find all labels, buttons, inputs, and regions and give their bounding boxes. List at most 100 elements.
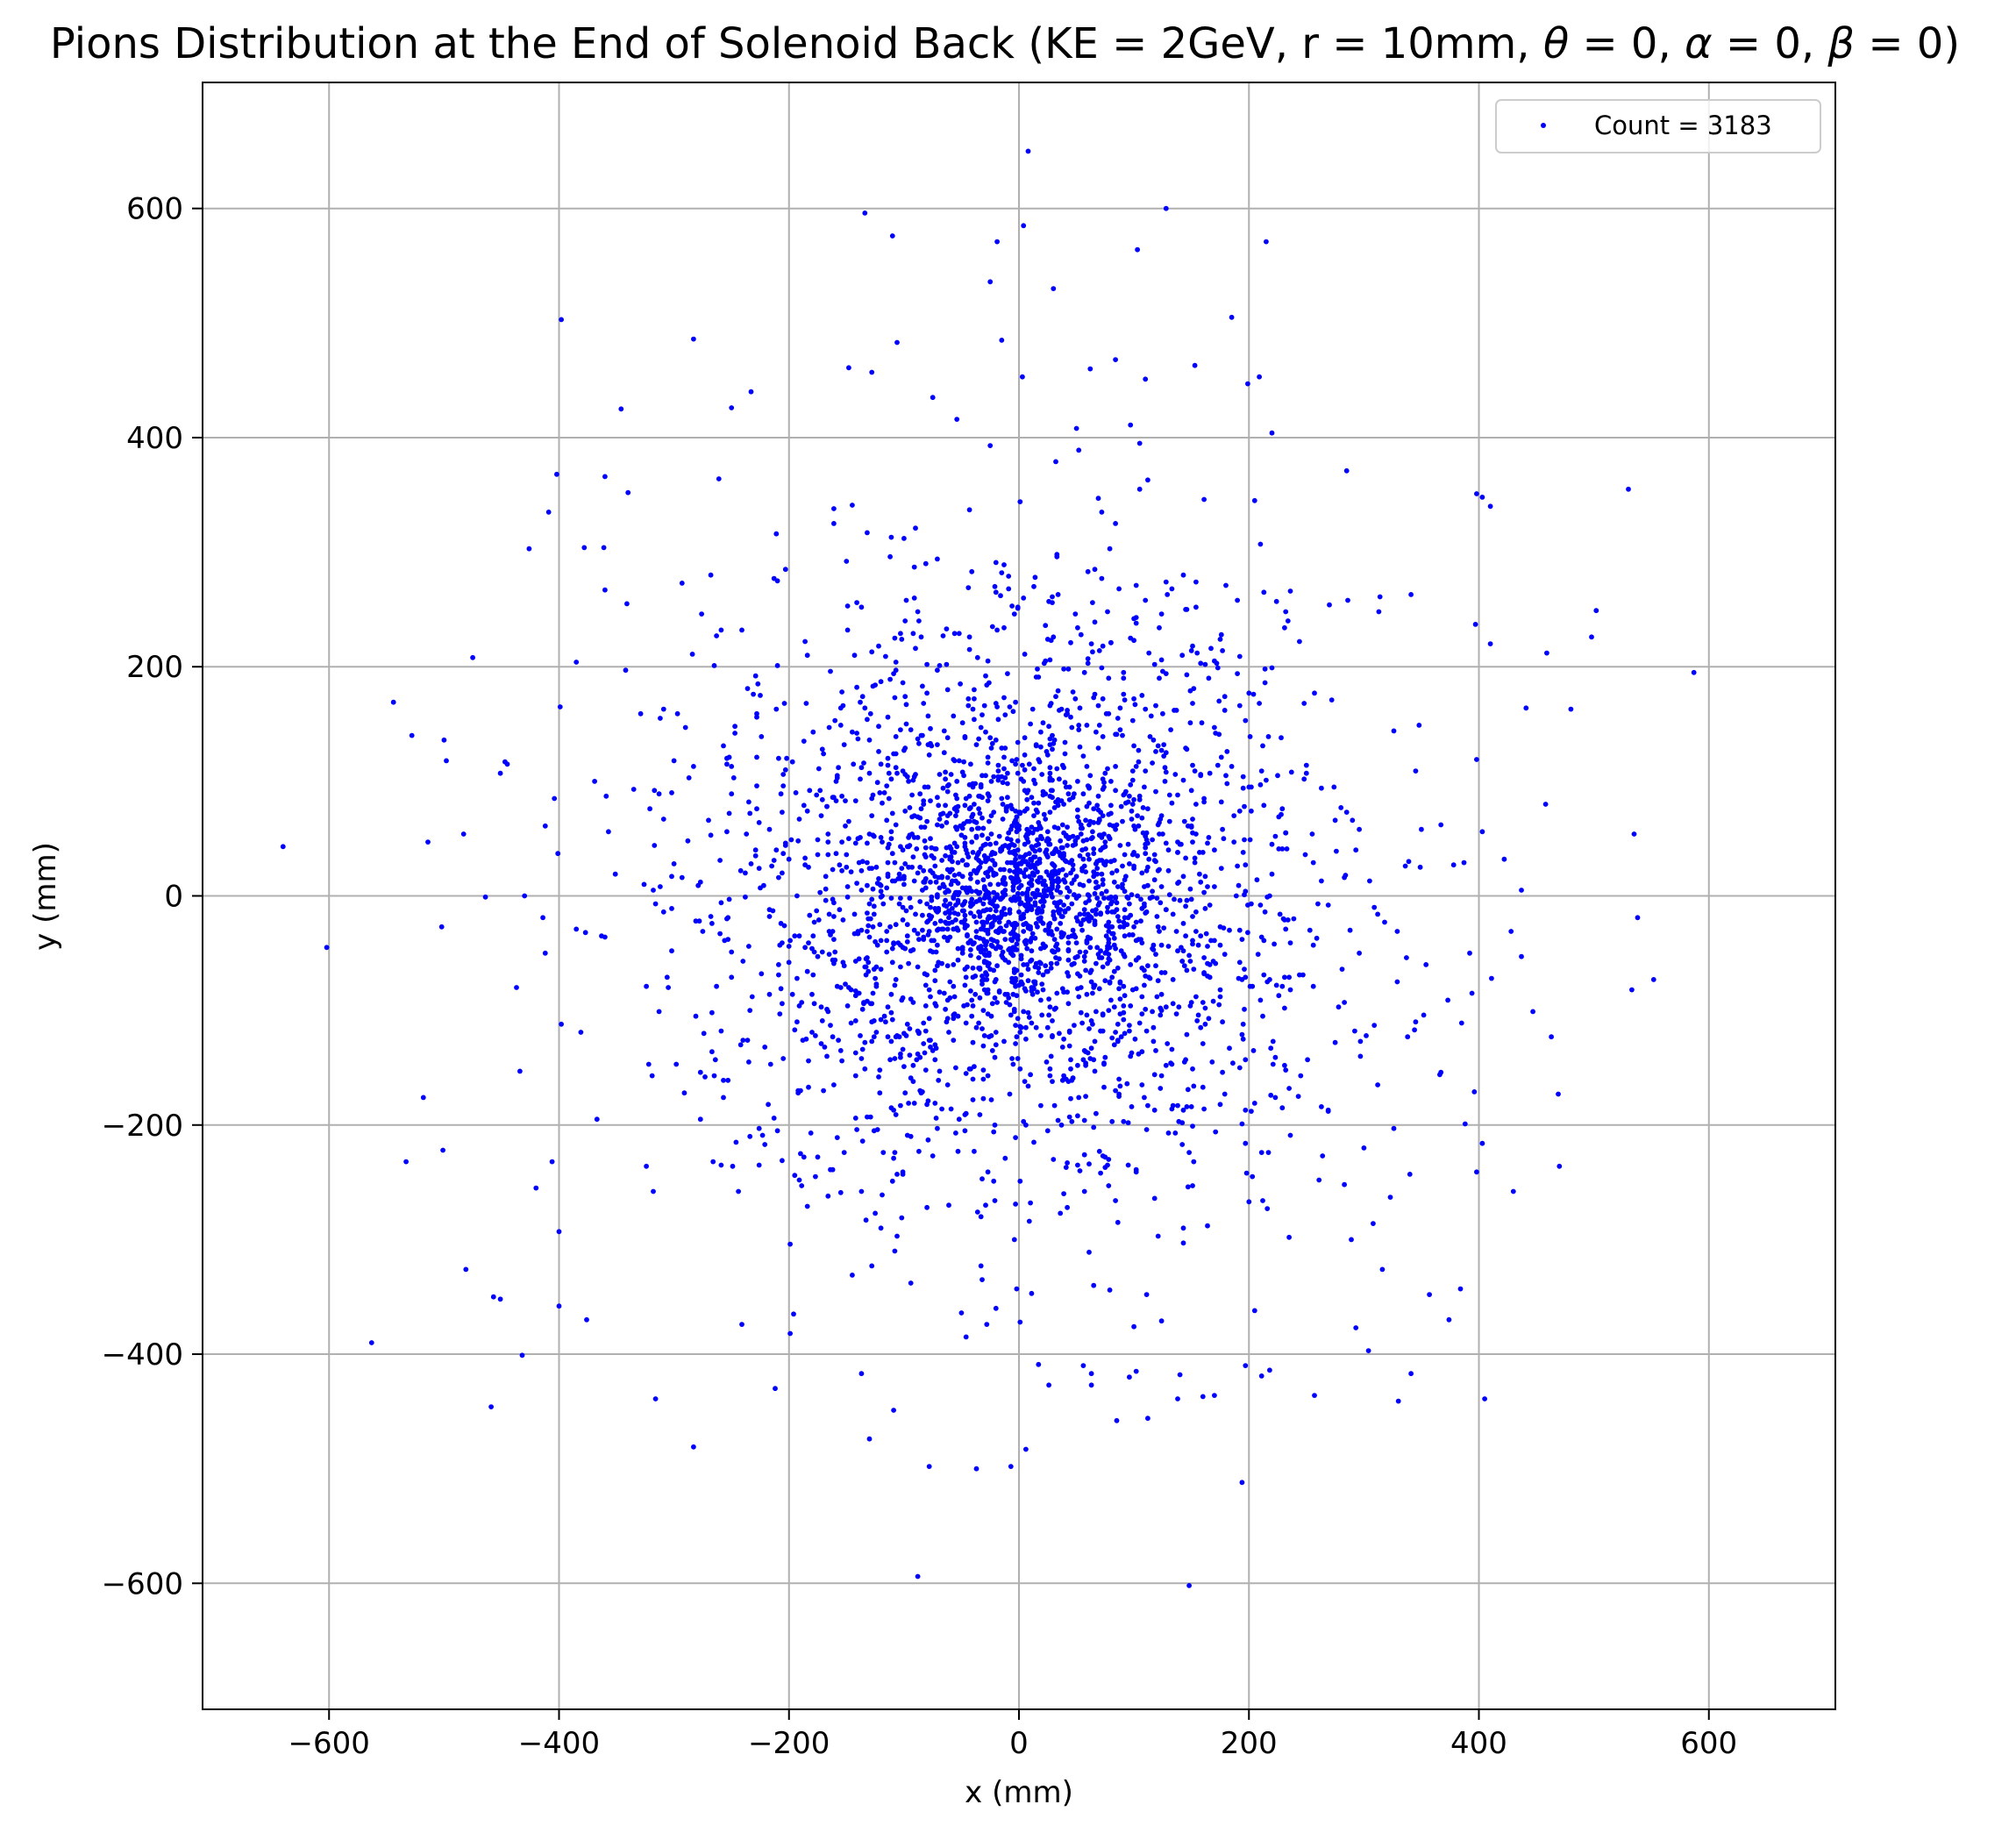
scatter-point bbox=[1040, 896, 1046, 902]
scatter-point bbox=[1022, 652, 1028, 657]
scatter-point bbox=[1151, 877, 1158, 883]
scatter-point bbox=[1218, 754, 1224, 760]
scatter-point bbox=[1297, 638, 1302, 645]
scatter-point bbox=[991, 809, 997, 815]
scatter-point bbox=[932, 1101, 938, 1106]
scatter-point bbox=[843, 823, 848, 829]
scatter-point bbox=[1412, 1027, 1417, 1033]
scatter-point bbox=[1122, 888, 1128, 895]
scatter-point bbox=[746, 1059, 752, 1065]
scatter-point bbox=[1143, 867, 1150, 874]
scatter-point bbox=[1103, 888, 1109, 895]
scatter-point bbox=[1166, 792, 1172, 798]
scatter-point bbox=[1133, 764, 1139, 769]
scatter-point bbox=[1031, 766, 1036, 772]
scatter-point bbox=[854, 731, 859, 736]
scatter-point bbox=[1193, 929, 1199, 934]
scatter-point bbox=[932, 863, 938, 869]
scatter-point bbox=[804, 968, 810, 974]
scatter-point bbox=[1109, 924, 1115, 930]
scatter-point bbox=[978, 1214, 984, 1220]
scatter-point bbox=[1095, 902, 1101, 908]
scatter-point bbox=[1143, 1292, 1150, 1297]
scatter-point bbox=[767, 1061, 773, 1067]
scatter-point bbox=[963, 795, 969, 802]
scatter-point bbox=[682, 724, 688, 731]
scatter-point bbox=[892, 982, 898, 988]
scatter-point bbox=[584, 1316, 589, 1323]
scatter-point bbox=[921, 867, 927, 874]
scatter-point bbox=[839, 839, 844, 845]
scatter-point bbox=[368, 1340, 374, 1345]
scatter-point bbox=[862, 705, 868, 711]
scatter-point bbox=[903, 721, 909, 727]
scatter-point bbox=[939, 823, 944, 829]
scatter-point bbox=[1213, 1129, 1219, 1135]
scatter-point bbox=[911, 564, 917, 570]
scatter-point bbox=[1058, 921, 1064, 926]
scatter-point bbox=[737, 867, 744, 874]
scatter-point bbox=[1391, 728, 1397, 734]
scatter-point bbox=[708, 832, 714, 838]
scatter-point bbox=[901, 747, 907, 753]
legend-marker bbox=[1541, 123, 1546, 128]
scatter-point bbox=[923, 1067, 929, 1073]
scatter-point bbox=[987, 793, 992, 799]
scatter-point bbox=[1193, 802, 1199, 807]
scatter-point bbox=[1262, 666, 1268, 672]
scatter-point bbox=[1479, 495, 1485, 500]
scatter-point bbox=[784, 755, 789, 761]
scatter-point bbox=[909, 792, 915, 798]
scatter-point bbox=[1070, 689, 1076, 695]
scatter-point bbox=[920, 912, 925, 918]
scatter-point bbox=[1108, 802, 1114, 809]
scatter-point bbox=[969, 826, 975, 832]
scatter-point bbox=[740, 959, 746, 964]
scatter-point bbox=[1013, 921, 1018, 926]
scatter-point bbox=[1510, 1188, 1516, 1195]
scatter-point bbox=[924, 901, 930, 907]
scatter-point bbox=[1153, 952, 1158, 957]
scatter-point bbox=[1139, 693, 1145, 698]
scatter-point bbox=[1063, 832, 1069, 838]
scatter-point bbox=[1195, 1012, 1201, 1018]
scatter-point bbox=[1125, 841, 1131, 847]
scatter-point bbox=[1048, 965, 1054, 971]
scatter-point bbox=[944, 1082, 951, 1088]
scatter-point bbox=[915, 1028, 921, 1034]
scatter-point bbox=[806, 940, 811, 945]
scatter-point bbox=[714, 983, 719, 989]
scatter-point bbox=[1023, 1122, 1029, 1128]
scatter-point bbox=[906, 779, 911, 784]
scatter-point bbox=[1179, 653, 1186, 659]
scatter-point bbox=[1105, 904, 1110, 910]
scatter-point bbox=[1446, 1316, 1452, 1323]
scatter-point bbox=[1222, 952, 1228, 957]
scatter-point bbox=[1218, 866, 1224, 871]
scatter-point bbox=[1036, 959, 1043, 966]
y-axis-label: y (mm) bbox=[28, 842, 63, 951]
scatter-point bbox=[1203, 931, 1209, 937]
scatter-point bbox=[826, 952, 832, 957]
scatter-point bbox=[1100, 643, 1106, 649]
scatter-point bbox=[1139, 965, 1145, 971]
scatter-point bbox=[884, 783, 890, 788]
scatter-point bbox=[780, 809, 785, 815]
scatter-point bbox=[981, 1033, 987, 1038]
scatter-point bbox=[861, 760, 866, 766]
scatter-point bbox=[909, 831, 915, 837]
scatter-point bbox=[1243, 974, 1249, 981]
scatter-point bbox=[1286, 974, 1292, 981]
scatter-point bbox=[780, 870, 785, 876]
scatter-point bbox=[545, 510, 552, 515]
scatter-point bbox=[1055, 1117, 1061, 1123]
scatter-point bbox=[1239, 937, 1245, 942]
scatter-point bbox=[1194, 650, 1200, 656]
scatter-point bbox=[1190, 830, 1195, 836]
scatter-point bbox=[1075, 807, 1080, 813]
scatter-point bbox=[1122, 697, 1128, 702]
scatter-point bbox=[1163, 205, 1169, 211]
scatter-point bbox=[1018, 956, 1024, 962]
scatter-point bbox=[681, 1090, 687, 1096]
scatter-point bbox=[991, 774, 997, 780]
